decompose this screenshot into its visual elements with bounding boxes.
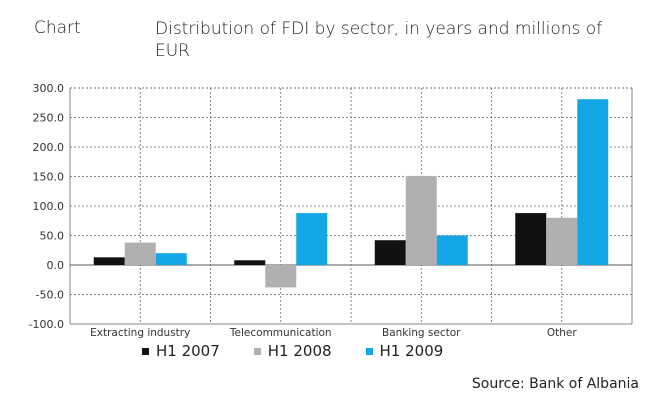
bar-h1-2009 — [296, 213, 328, 265]
legend-swatch — [365, 347, 373, 355]
y-tick-label: -50.0 — [36, 289, 64, 302]
bar-h1-2007 — [93, 257, 125, 265]
legend-item: H1 2008 — [253, 342, 332, 360]
legend-label: H1 2008 — [267, 342, 332, 360]
chart-title: Distribution of FDI by sector, in years … — [155, 19, 603, 61]
x-tick-label: Banking sector — [382, 327, 461, 339]
legend-label: H1 2007 — [156, 342, 220, 360]
bar-h1-2007 — [515, 213, 547, 265]
legend-label: H1 2009 — [379, 342, 444, 360]
y-tick-label: 100.0 — [33, 200, 65, 213]
chart-legend: H1 2007 H1 2008 H1 2009 — [142, 342, 443, 360]
x-tick-label: Extracting industry — [90, 327, 190, 339]
bar-h1-2008 — [405, 175, 437, 265]
y-tick-label: 200.0 — [33, 141, 65, 154]
chart-label: Chart — [34, 18, 81, 38]
y-tick-label: 50.0 — [40, 230, 65, 243]
y-tick-label: 250.0 — [33, 112, 65, 125]
legend-swatch — [142, 347, 149, 355]
legend-item: H1 2007 — [142, 342, 220, 360]
bar-h1-2009 — [436, 235, 468, 265]
y-tick-label: 300.0 — [33, 82, 65, 95]
bar-h1-2009 — [577, 99, 609, 266]
bar-h1-2008 — [546, 217, 578, 265]
bar-h1-2007 — [374, 240, 406, 265]
legend-swatch — [253, 347, 261, 355]
bar-h1-2008 — [265, 265, 297, 288]
source-note: Source: Bank of Albania — [471, 376, 639, 392]
bar-h1-2008 — [124, 242, 156, 265]
y-tick-label: -100.0 — [29, 318, 64, 331]
y-tick-label: 0.0 — [47, 259, 65, 272]
x-tick-label: Other — [547, 327, 577, 339]
bar-h1-2007 — [234, 260, 266, 265]
x-tick-label: Telecommunication — [229, 327, 332, 339]
legend-item: H1 2009 — [365, 342, 444, 360]
bar-h1-2009 — [155, 253, 187, 265]
y-tick-label: 150.0 — [33, 171, 65, 184]
